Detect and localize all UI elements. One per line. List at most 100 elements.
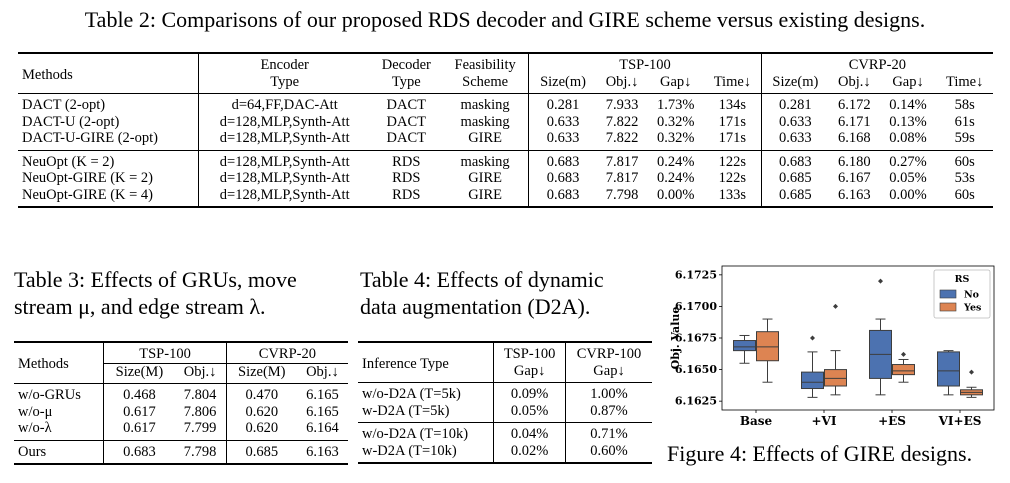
t3-head-cvrp-obj: Obj.↓ (306, 363, 339, 380)
outlier-point (833, 303, 838, 309)
table-row: NeuOpt-GIRE (K = 4) d=128,MLP,Synth-Att RD… (18, 186, 993, 207)
table-cell: 7.933 (605, 97, 639, 113)
t4-body: w/o-D2A (T=5k) 0.09% 1.00% w-D2A (T=5k) 0.05… (358, 382, 652, 463)
table-cell: RDS (392, 170, 421, 186)
table-cell: GIRE (441, 170, 530, 187)
table-cell: 6.163 (838, 186, 871, 203)
t4-head-inference: Inference Type (358, 342, 495, 383)
table-cell: 0.13% (889, 113, 927, 130)
table-cell: 0.685 (779, 186, 812, 203)
figure4-caption: Figure 4: Effects of GIRE designs. (667, 441, 973, 466)
table-cell: DACT (2-opt) (18, 93, 199, 114)
t3-head-cvrp: CVRP-20 (226, 342, 348, 364)
t2-head-decoder: Decoder (381, 57, 431, 73)
table-cell: 7.798 (174, 440, 227, 464)
table-cell: 6.165 (306, 387, 339, 403)
t2-head-cvrp-gap: Gap↓ (892, 73, 924, 90)
t2-head-decoder-type: Type (391, 73, 421, 90)
box-no (801, 371, 824, 390)
legend-title: RS (955, 274, 970, 285)
t2-head-encoder: Encoder (260, 57, 309, 73)
table-cell: GIRE (441, 186, 530, 207)
table-cell: RDS (392, 153, 421, 170)
table-cell: 0.683 (123, 443, 156, 460)
table4-caption-line1: Table 4: Effects of dynamic (360, 267, 604, 292)
table4-caption-line2: data augmentation (D2A). (360, 294, 591, 319)
table-cell: w-D2A (T=5k) (358, 402, 495, 423)
table-row: Ours 0.683 7.798 0.685 6.163 (14, 440, 348, 464)
table-cell: 171s (704, 113, 762, 130)
table-cell: 0.620 (245, 403, 279, 420)
table-cell: 0.27% (889, 153, 927, 170)
table-cell: 6.171 (838, 113, 871, 130)
table-cell: 0.32% (656, 130, 695, 146)
table-cell: 0.685 (245, 443, 279, 460)
table-cell: 133s (704, 186, 762, 207)
table-cell: w/o-μ (14, 403, 105, 420)
table-cell: 0.71% (590, 426, 628, 442)
table-cell: DACT-U (2-opt) (18, 113, 199, 130)
table-cell: 6.167 (838, 170, 871, 186)
table-row: w-D2A (T=10k) 0.02% 0.60% (358, 442, 652, 463)
x-tick-label: +ES (878, 414, 906, 428)
table-cell: d=128,MLP,Synth-Att (219, 170, 350, 186)
table-row: DACT-U-GIRE (2-opt) d=128,MLP,Synth-Att DA… (18, 130, 993, 150)
table-cell: 0.04% (493, 422, 567, 443)
table-cell: 7.817 (605, 153, 639, 170)
table-cell: 6.172 (838, 97, 871, 113)
y-tick-label: 6.1675 (675, 332, 717, 345)
table-cell: 134s (704, 93, 762, 114)
outlier-point (878, 278, 883, 284)
table-cell: 0.633 (779, 113, 812, 130)
table-cell: 0.617 (123, 420, 156, 436)
box-no (733, 340, 756, 352)
table-cell: 0.00% (889, 186, 927, 203)
table-cell: 0.14% (889, 97, 927, 113)
table3-caption-line1: Table 3: Effects of GRUs, move (14, 267, 297, 292)
box-yes (824, 369, 847, 387)
table-cell: 7.817 (605, 170, 639, 186)
table-row: NeuOpt-GIRE (K = 2) d=128,MLP,Synth-Att RD… (18, 170, 993, 187)
table-cell: d=128,MLP,Synth-Att (219, 186, 350, 203)
legend-label-yes: Yes (963, 303, 981, 314)
outlier-point (969, 369, 974, 375)
table-cell: 7.798 (605, 186, 639, 203)
table-cell: NeuOpt-GIRE (K = 2) (18, 170, 199, 187)
t3-head-tsp-obj: Obj.↓ (174, 363, 227, 384)
table-cell: 59s (954, 130, 975, 146)
table-cell: 171s (704, 130, 762, 150)
table-cell: 0.281 (779, 97, 812, 113)
table-cell: 0.683 (779, 153, 812, 170)
table-cell: 0.633 (546, 113, 580, 130)
x-tick-label: Base (740, 414, 773, 428)
table-cell: GIRE (441, 130, 530, 150)
table-cell: 0.683 (546, 186, 580, 203)
table-cell: 0.683 (546, 153, 580, 170)
table-cell: 6.180 (838, 153, 871, 170)
table-cell: NeuOpt-GIRE (K = 4) (18, 186, 199, 207)
legend-swatch-no (939, 289, 957, 299)
table-row: w/o-GRUs 0.468 7.804 0.470 6.165 (14, 383, 348, 404)
y-tick-label: 6.1650 (675, 363, 717, 376)
t2-head-feasibility: Feasibility (441, 53, 530, 74)
table-row: w-D2A (T=5k) 0.05% 0.87% (358, 402, 652, 423)
table-cell: 1.73% (656, 97, 695, 113)
t2-head-tsp-size: Size(m) (540, 73, 586, 90)
table4: Inference Type TSP-100 CVRP-100 Gap↓ Gap… (358, 341, 652, 464)
table-cell: 0.09% (493, 382, 567, 403)
table-cell: 0.633 (779, 130, 812, 146)
table2-caption: Table 2: Comparisons of our proposed RDS… (84, 7, 926, 32)
table-cell: Ours (14, 440, 105, 464)
table2: Methods Encoder Decoder Feasibility TSP-… (18, 52, 993, 208)
table-cell: 7.799 (174, 420, 227, 440)
table-cell: 0.24% (656, 170, 695, 186)
outlier-point (810, 335, 815, 341)
table-row: DACT-U (2-opt) d=128,MLP,Synth-Att DACT mas… (18, 113, 993, 130)
table-cell: 6.163 (306, 443, 339, 460)
t2-head-tsp: TSP-100 (528, 53, 762, 74)
t2-head-tsp-time: Time↓ (704, 73, 762, 94)
table-cell: 53s (954, 170, 975, 186)
table-cell: 6.165 (306, 403, 339, 420)
t4-head-tsp: TSP-100 (493, 342, 567, 363)
x-tick-label: VI+ES (938, 414, 982, 428)
